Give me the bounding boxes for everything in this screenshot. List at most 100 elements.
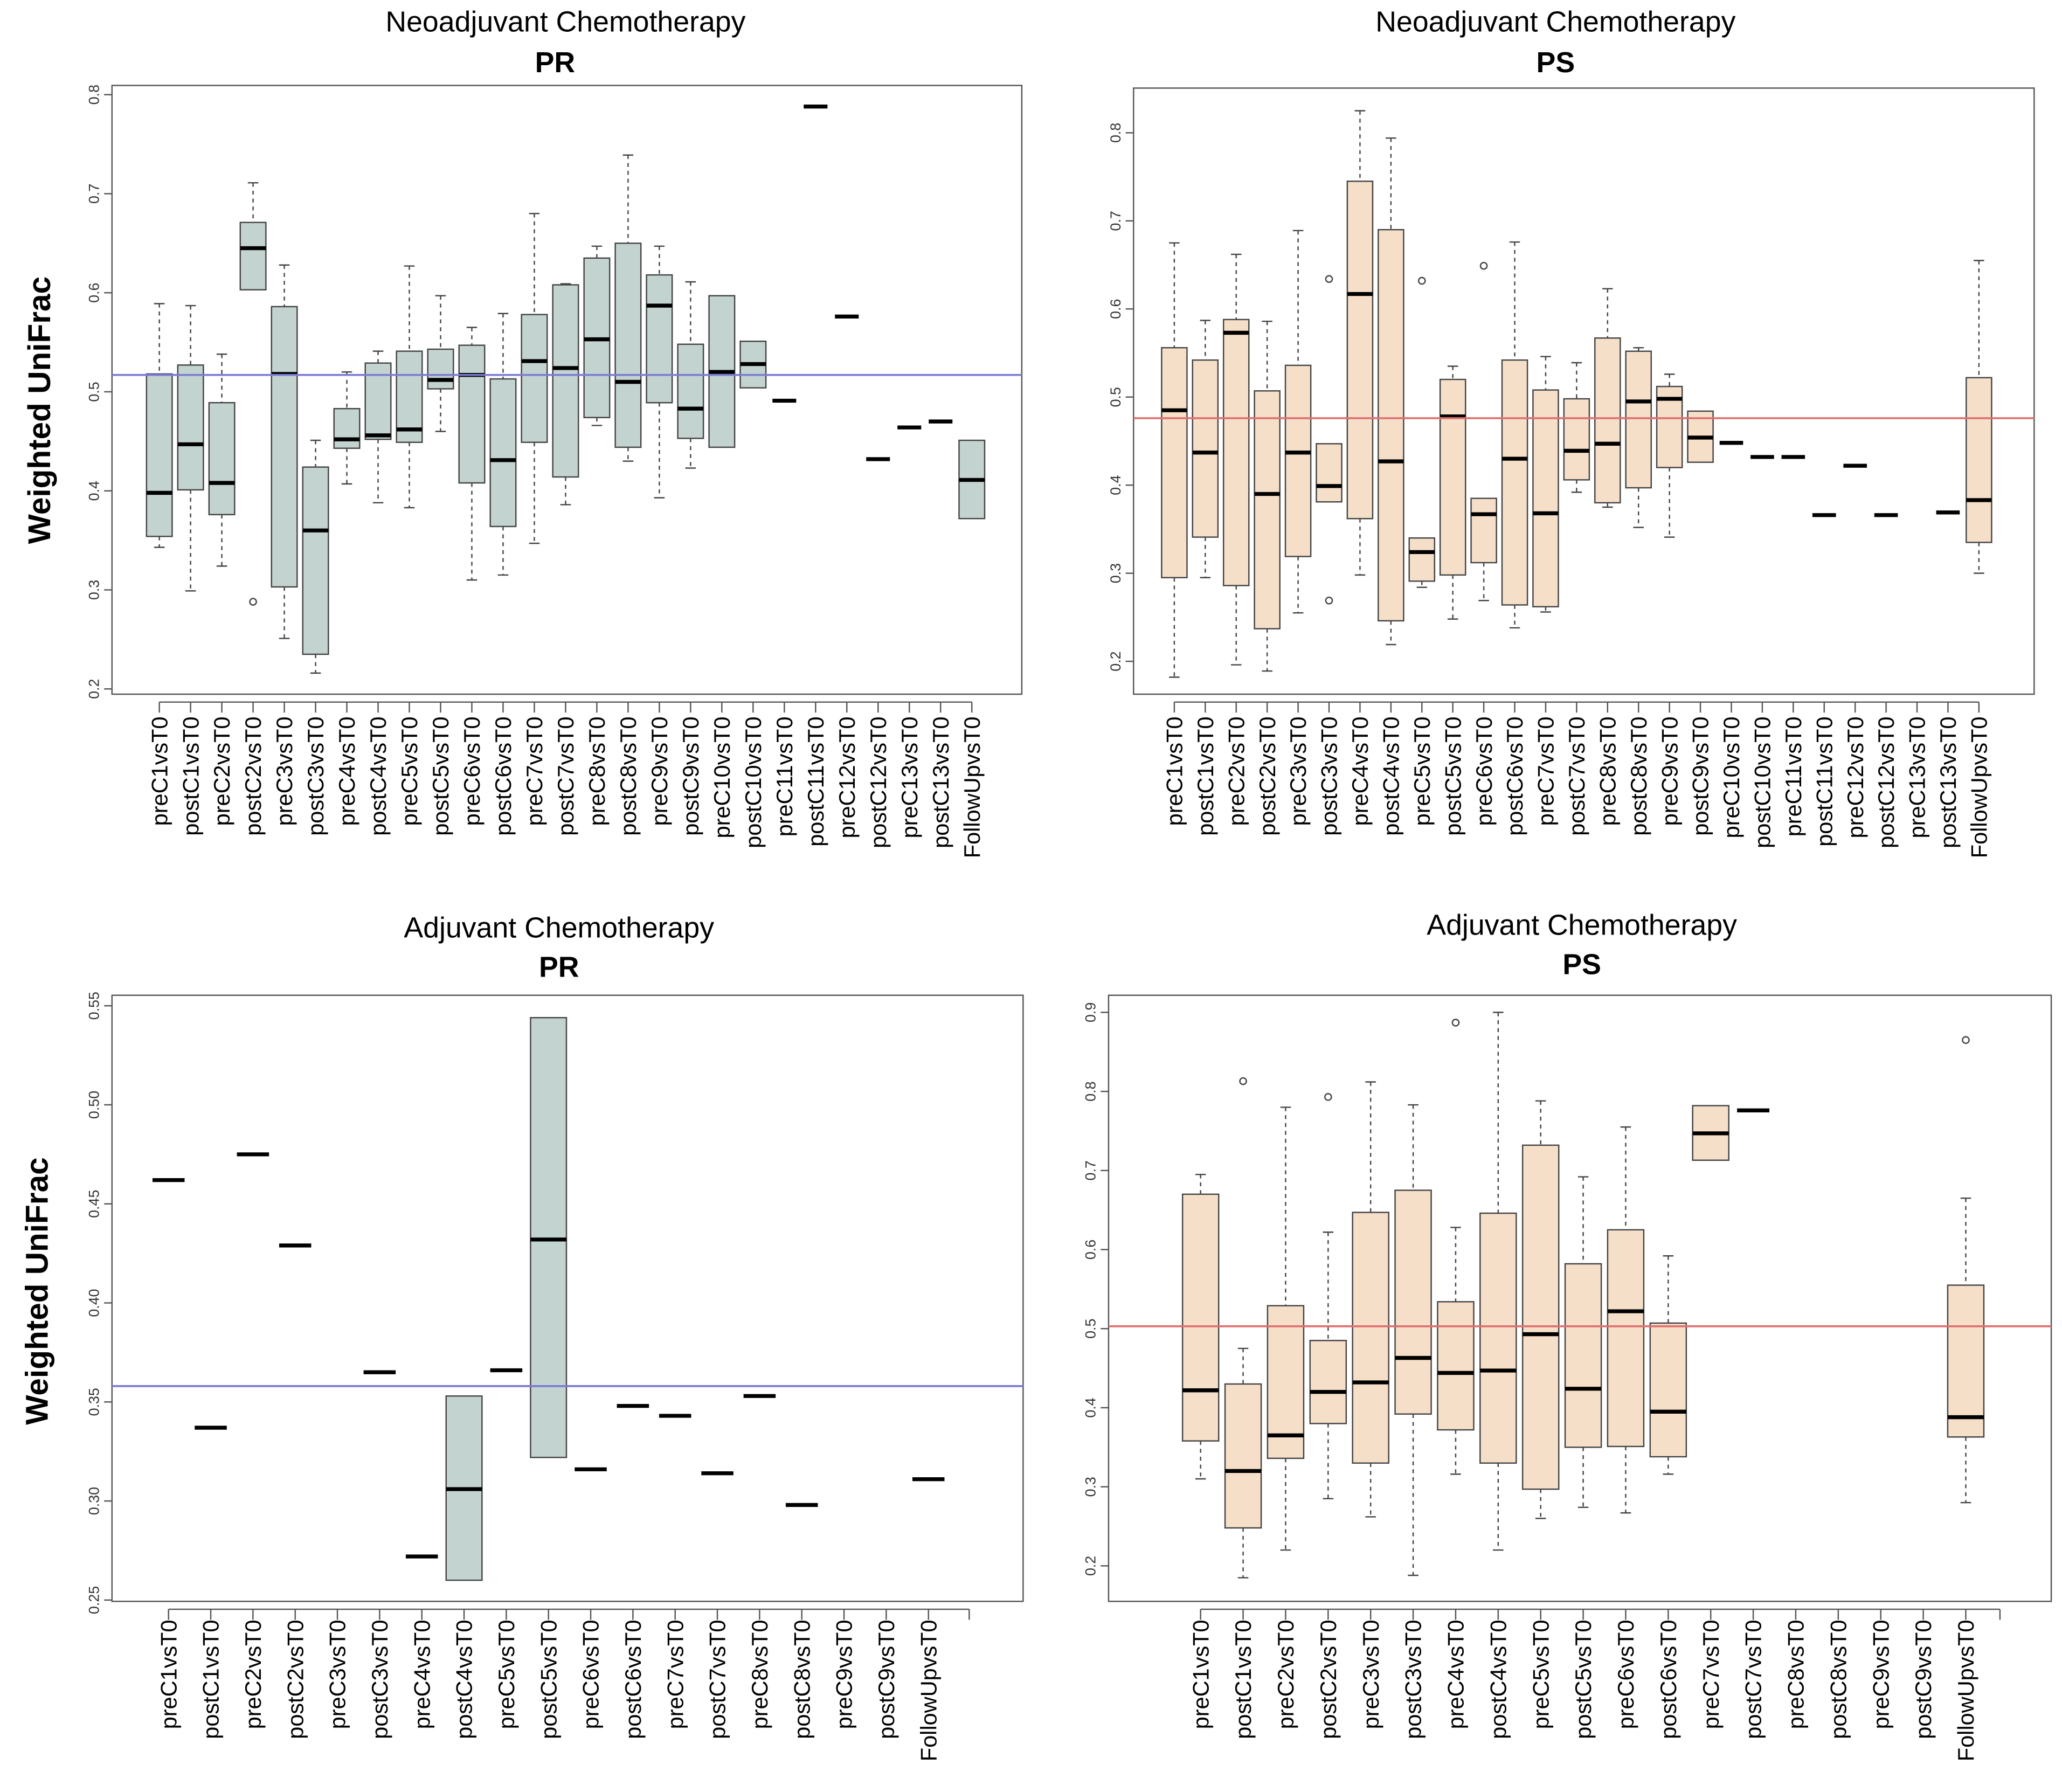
x-tick-label: postC2vsT0 <box>282 1620 308 1739</box>
iqr-box <box>458 344 486 484</box>
box-preC3vsT0 <box>1352 1081 1389 1518</box>
x-tick-label: preC3vsT0 <box>1358 1620 1383 1729</box>
box-preC8vsT0 <box>1594 288 1621 508</box>
x-tick-label: postC10vsT0 <box>1750 717 1775 848</box>
x-tick-label: postC11vsT0 <box>803 717 828 847</box>
iqr-box <box>530 1017 568 1458</box>
box-preC4vsT0 <box>1346 110 1374 576</box>
outlier-point <box>1417 276 1426 285</box>
x-tick-label: preC6vsT0 <box>1613 1620 1638 1729</box>
y-tick-label: 0.55 <box>86 992 102 1020</box>
panel3-subtitle: PR <box>539 951 579 984</box>
box-preC4vsT0 <box>1437 1019 1475 1475</box>
y-tick-label: 0.45 <box>86 1190 102 1218</box>
plot-frame <box>1108 994 2052 1602</box>
plot-frame <box>111 85 1023 695</box>
x-tick-label: postC9vsT0 <box>1911 1620 1936 1739</box>
x-tick-label: preC7vsT0 <box>662 1620 688 1729</box>
x-tick-label: postC5vsT0 <box>1440 717 1465 836</box>
x-tick-label: preC9vsT0 <box>1657 717 1682 826</box>
box-preC1vsT0 <box>1181 1173 1220 1480</box>
x-tick-label: preC3vsT0 <box>272 717 297 826</box>
iqr-box <box>646 274 673 404</box>
y-tick-label: 0.5 <box>1083 1319 1099 1339</box>
x-tick-label: postC5vsT0 <box>428 717 453 836</box>
iqr-box <box>521 314 548 443</box>
iqr-box <box>1408 537 1436 582</box>
box-preC3vsT0 <box>1284 230 1312 614</box>
x-tick-label: preC4vsT0 <box>1347 717 1373 826</box>
panel2-subtitle: PS <box>1537 46 1575 79</box>
x-tick-label: preC5vsT0 <box>397 717 422 826</box>
box-postC5vsT0 <box>427 295 454 432</box>
x-tick-label: preC5vsT0 <box>494 1620 519 1729</box>
y-tick-label: 0.50 <box>86 1091 102 1119</box>
x-tick-label: postC3vsT0 <box>1401 1620 1426 1739</box>
y-tick-label: 0.8 <box>1108 123 1124 143</box>
x-tick-label: postC9vsT0 <box>1688 717 1713 836</box>
box-postC1vsT0 <box>1192 320 1219 579</box>
x-tick-label: preC9vsT0 <box>832 1620 857 1729</box>
x-tick-label: postC13vsT0 <box>928 717 953 848</box>
y-tick-label: 0.4 <box>86 481 102 501</box>
iqr-box <box>1352 1212 1389 1464</box>
x-tick-label: postC8vsT0 <box>789 1620 814 1739</box>
y-tick-label: 0.2 <box>1083 1556 1099 1576</box>
y-tick-label: 0.3 <box>1083 1477 1099 1497</box>
box-postC6vsT0 <box>489 313 517 576</box>
x-tick-label: postC12vsT0 <box>866 717 891 848</box>
y-tick-label: 0.6 <box>1108 299 1124 319</box>
box-preC7vsT0 <box>521 212 548 544</box>
iqr-box <box>1947 1284 1985 1438</box>
x-tick-label: postC9vsT0 <box>874 1620 899 1739</box>
x-tick-label: postC3vsT0 <box>1317 717 1342 836</box>
x-tick-label: postC4vsT0 <box>1485 1620 1511 1739</box>
x-tick-label: preC1vsT0 <box>147 717 172 826</box>
x-tick-label: preC6vsT0 <box>1471 717 1497 826</box>
x-tick-label: preC4vsT0 <box>334 717 359 826</box>
y-tick-label: 0.6 <box>1083 1240 1099 1260</box>
x-tick-label: postC4vsT0 <box>452 1620 477 1739</box>
iqr-box <box>1563 398 1590 481</box>
x-tick-label: postC1vsT0 <box>1230 1620 1256 1739</box>
panel4-title: Adjuvant Chemotherapy <box>1427 909 1737 941</box>
outlier-point <box>1962 1036 1970 1044</box>
x-tick-label: preC11vsT0 <box>1781 717 1806 837</box>
outlier-point <box>1451 1019 1460 1027</box>
iqr-box <box>1532 389 1559 607</box>
plots: 0.2 0.3 0.4 0.5 0.6 0.7 0.8 preC1vsT0 postC1vsT0… <box>86 85 2052 1761</box>
panel-3: 0.25 0.30 0.35 0.40 0.45 0.50 0.55 preC1vsT0 pos… <box>86 992 1024 1761</box>
outlier-point <box>1239 1077 1247 1085</box>
x-tick-label: preC6vsT0 <box>459 717 485 826</box>
y-tick-label: 0.4 <box>1083 1397 1099 1417</box>
x-tick-label: postC6vsT0 <box>620 1620 646 1739</box>
iqr-box <box>302 466 329 655</box>
box-postC4vsT0 <box>1378 137 1404 646</box>
x-tick-label: preC2vsT0 <box>209 717 234 826</box>
y-tick-label: 0.35 <box>86 1388 102 1416</box>
x-tick-label: preC4vsT0 <box>1443 1620 1469 1729</box>
x-tick-label: postC3vsT0 <box>367 1620 392 1739</box>
box-postC5vsT0 <box>530 1017 568 1458</box>
outlier-point <box>249 598 257 606</box>
y-tick-label: 0.30 <box>86 1487 102 1515</box>
y-tick-label: 0.7 <box>86 184 102 204</box>
iqr-box <box>1224 1383 1262 1529</box>
x-tick-label: preC2vsT0 <box>1223 717 1249 826</box>
y-tick-label: 0.4 <box>1108 475 1124 495</box>
x-tick-label: postC5vsT0 <box>536 1620 561 1739</box>
box-postC6vsT0 <box>1649 1255 1687 1475</box>
box-preC6vsT0 <box>1607 1126 1645 1514</box>
iqr-box <box>1192 359 1219 538</box>
iqr-box <box>1479 1212 1517 1464</box>
box-postC4vsT0 <box>1479 1012 1517 1551</box>
iqr-box <box>1649 1322 1687 1458</box>
x-tick-label: preC1vsT0 <box>1162 717 1187 826</box>
iqr-box <box>1316 443 1343 503</box>
x-tick-label: preC13vsT0 <box>897 717 922 839</box>
x-tick-label: preC10vsT0 <box>709 717 735 839</box>
y-tick-label: 0.8 <box>86 85 102 105</box>
x-tick-label: FollowUpvsT0 <box>916 1620 941 1761</box>
x-tick-label: postC9vsT0 <box>678 717 703 836</box>
x-tick-label: postC7vsT0 <box>1741 1620 1766 1739</box>
